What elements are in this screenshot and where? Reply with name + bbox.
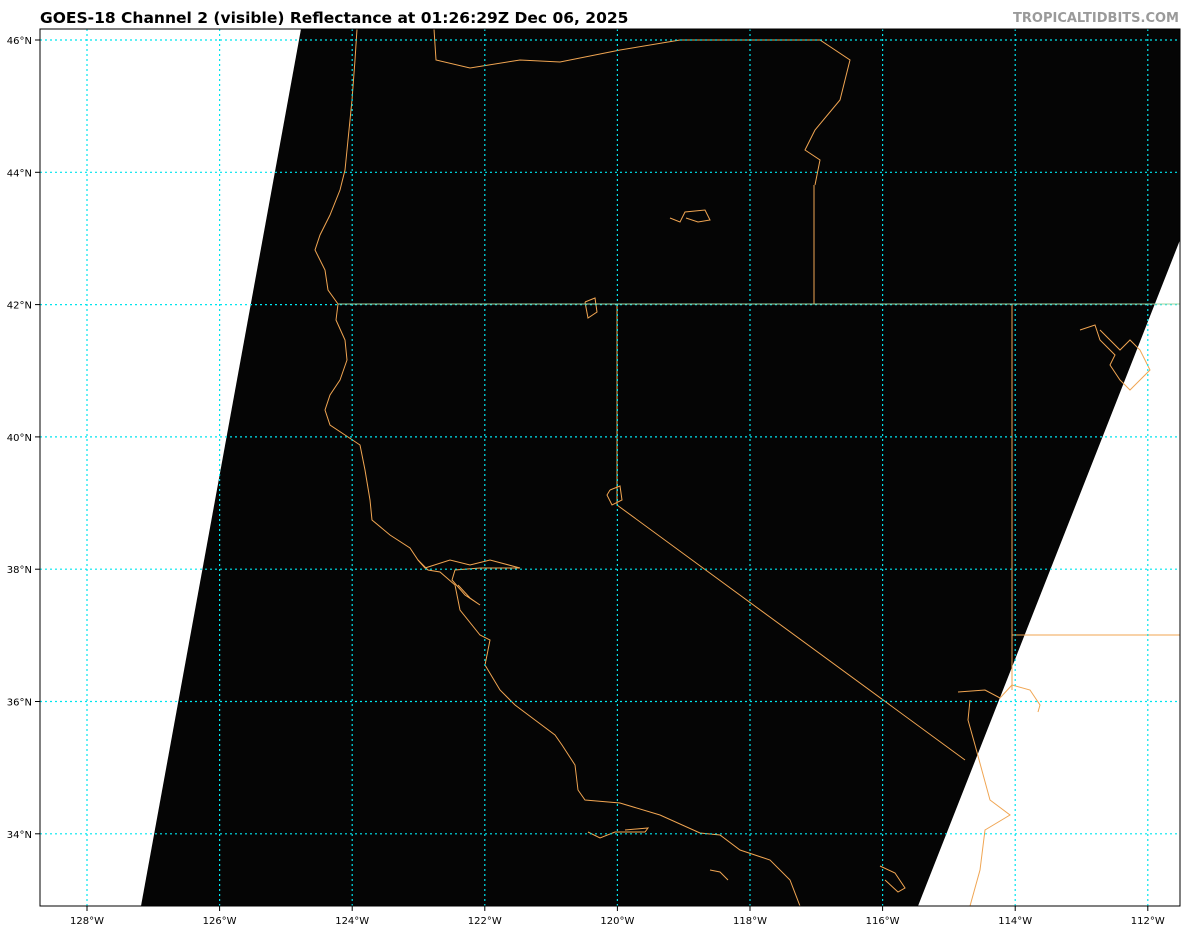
longitude-tick-label: 116°W [866, 916, 900, 927]
bay-area [417, 559, 521, 606]
longitude-tick-label: 114°W [998, 916, 1032, 927]
latitude-tick-label: 46°N [7, 36, 32, 47]
latitude-tick-label: 40°N [7, 433, 32, 444]
colorado-river [957, 684, 1041, 713]
longitude-tick-label: 112°W [1131, 916, 1165, 927]
lake-tahoe [606, 485, 623, 506]
longitude-tick-label: 120°W [600, 916, 634, 927]
longitude-tick-label: 126°W [203, 916, 237, 927]
gridlines [40, 29, 1180, 906]
great-salt-lake [1079, 324, 1151, 391]
longitude-tick-label: 118°W [733, 916, 767, 927]
catalina [709, 869, 729, 881]
salton-sea [879, 865, 906, 893]
latitude-tick-label: 44°N [7, 168, 32, 179]
ca-az-border [967, 699, 1011, 906]
latitude-tick-label: 38°N [7, 565, 32, 576]
latitude-tick-label: 42°N [7, 301, 32, 312]
longitude-tick-label: 124°W [335, 916, 369, 927]
credit-watermark: TROPICALTIDBITS.COM [1013, 11, 1179, 26]
longitude-tick-label: 128°W [70, 916, 104, 927]
imagery-swath [141, 29, 1180, 906]
latitude-tick-label: 34°N [7, 830, 32, 841]
latitude-tick-label: 36°N [7, 698, 32, 709]
coastline [314, 29, 801, 906]
map-title: GOES-18 Channel 2 (visible) Reflectance … [40, 9, 629, 27]
longitude-tick-label: 122°W [468, 916, 502, 927]
oregon-lakes [669, 209, 711, 223]
map-frame [39, 28, 1181, 907]
goose-lake [584, 297, 598, 319]
channel-islands [587, 827, 650, 839]
